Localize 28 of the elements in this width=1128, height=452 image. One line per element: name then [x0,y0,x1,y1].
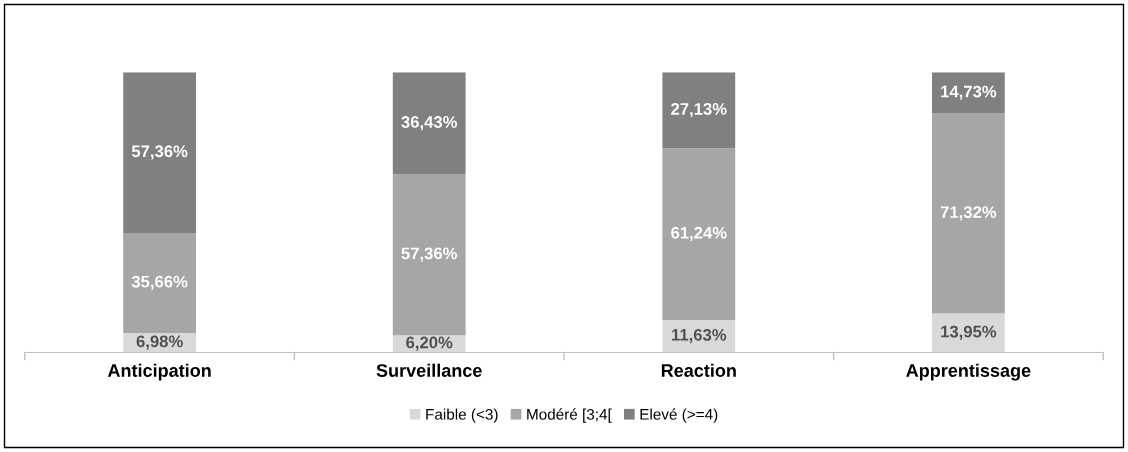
data-label: 61,24% [671,226,727,242]
bar [662,148,736,320]
legend-label: Elevé (>=4) [640,408,718,423]
bar [123,72,197,234]
bar [123,233,197,333]
bar [392,72,466,175]
bar [392,174,466,336]
data-label: 13,95% [941,325,997,340]
data-label: 35,66% [131,275,188,290]
bar [931,313,1005,353]
data-label: 14,73% [941,85,997,100]
data-label: 11,63% [672,328,727,344]
x-tick-label: Apprentissage [906,363,1031,381]
data-label: 6,98% [136,335,183,350]
x-tick-label: Surveillance [376,363,482,377]
x-tick-label: Anticipation [107,363,211,381]
data-label: 36,43% [401,116,458,131]
data-label: 57,36% [401,247,458,262]
bar [931,113,1005,314]
bar [931,72,1005,114]
data-label: 57,36% [131,145,188,160]
data-label: 71,32% [940,206,997,221]
legend-label: Modéré [3;4[ [527,408,612,423]
x-tick-label: Reaction [661,363,736,377]
legend-label: Faible (<3) [426,408,498,423]
bar [662,72,736,149]
data-label: 6,20% [406,336,453,351]
data-label: 27,13% [671,103,727,118]
